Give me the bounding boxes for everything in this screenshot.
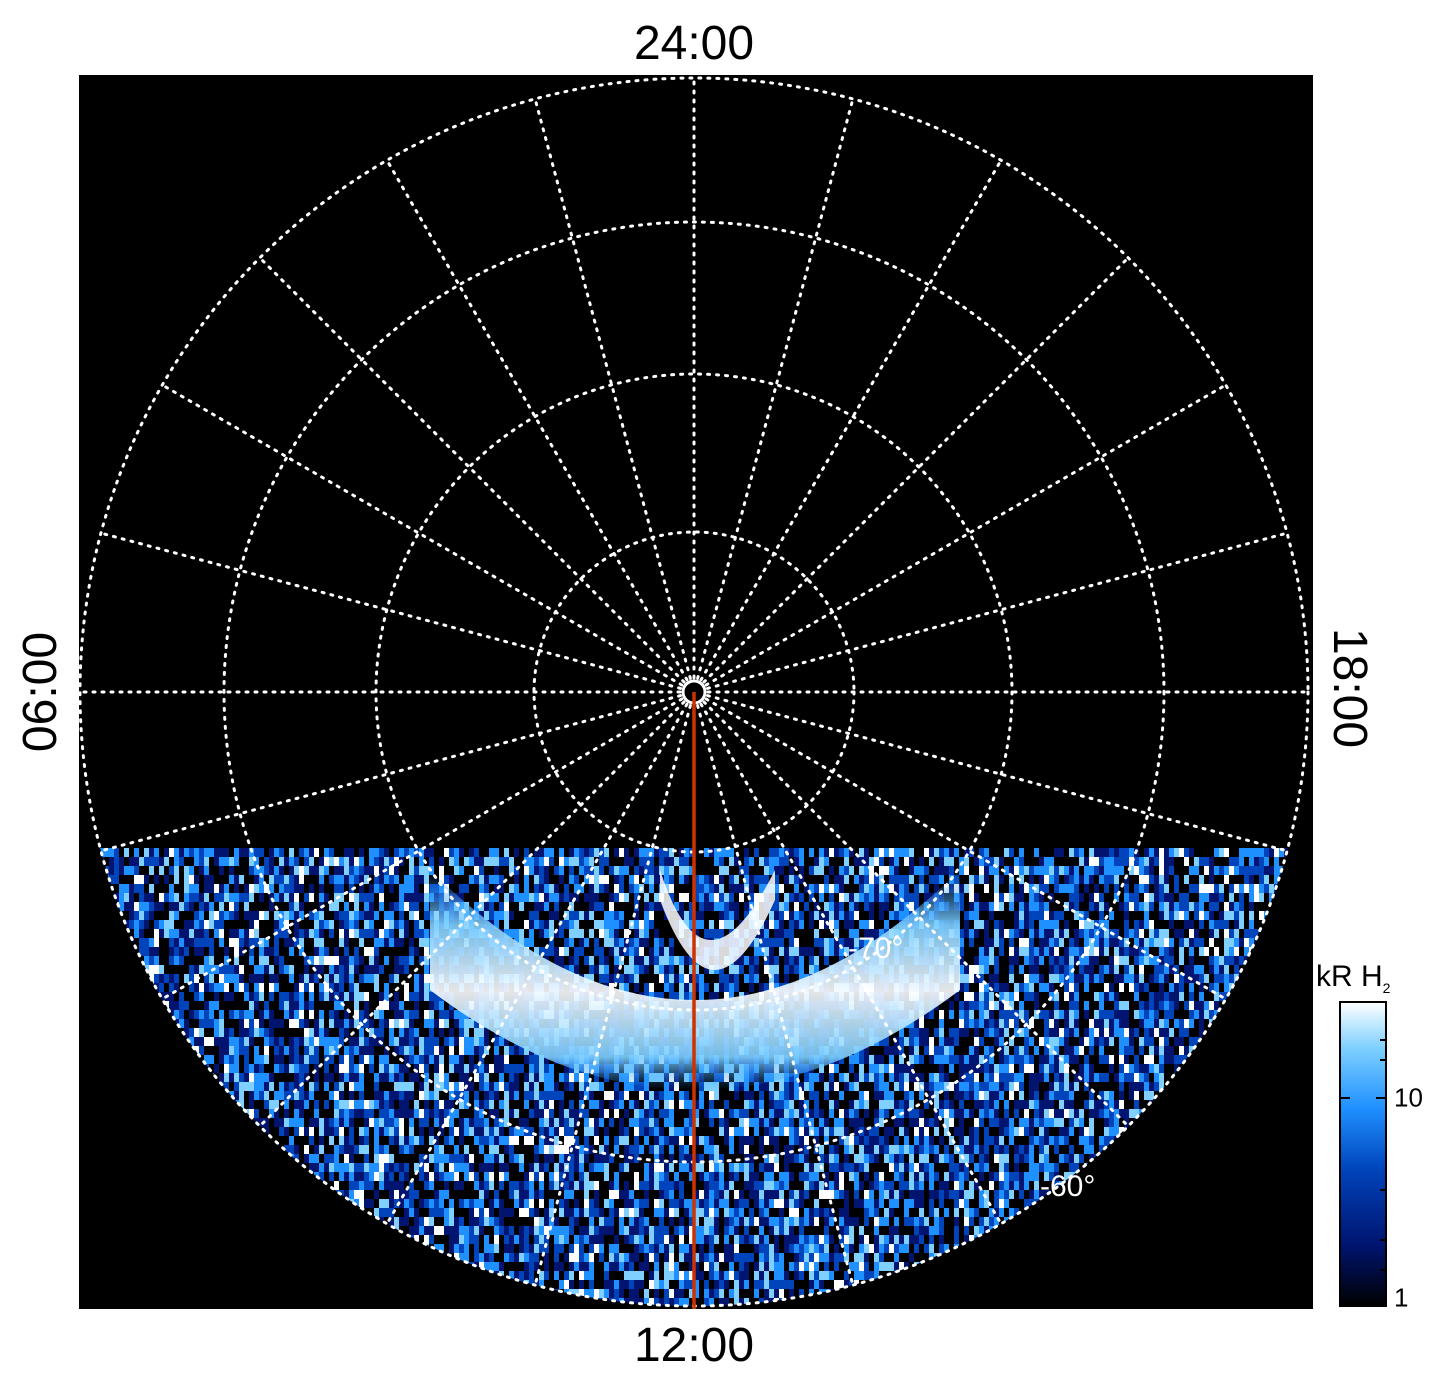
meridian-line	[533, 97, 692, 680]
local-time-label-left: 06:00	[14, 631, 67, 753]
meridian-line	[533, 704, 692, 1287]
meridian-lines	[78, 76, 1310, 1308]
meridian-line	[258, 256, 686, 684]
latitude-label-70: -70°	[848, 932, 903, 965]
main-auroral-oval	[430, 870, 960, 1090]
meridian-line	[696, 704, 855, 1287]
meridian-line	[99, 531, 682, 690]
colorbar-title-subscript: 2	[1382, 980, 1391, 996]
meridian-line	[704, 383, 1228, 687]
local-time-label-top: 24:00	[633, 17, 755, 70]
meridian-line	[385, 158, 689, 682]
meridian-line	[706, 694, 1289, 853]
colorbar-title-text: kR H	[1316, 960, 1383, 993]
meridian-line	[696, 97, 855, 680]
polar-grid	[78, 76, 1310, 1308]
auroral-arc-inner	[660, 870, 775, 970]
latitude-circle-2	[374, 372, 1014, 1012]
local-time-label-bottom: 12:00	[633, 1319, 755, 1372]
local-time-label-right: 18:00	[1323, 627, 1376, 749]
colorbar-ticks	[1340, 1039, 1386, 1271]
meridian-line	[699, 158, 1003, 682]
colorbar-tick-label-1: 1	[1394, 1282, 1409, 1313]
meridian-line	[385, 702, 689, 1226]
meridian-line	[699, 702, 1003, 1226]
latitude-label-60: -60°	[1040, 1170, 1095, 1203]
meridian-line	[704, 697, 1228, 1001]
meridian-line	[702, 256, 1130, 684]
colorbar-title: kR H2	[1316, 960, 1390, 996]
meridian-line	[99, 694, 682, 853]
meridian-line	[160, 697, 684, 1001]
colorbar	[1339, 1001, 1387, 1307]
meridian-line	[706, 531, 1289, 690]
meridian-line	[702, 700, 1130, 1128]
meridian-line	[160, 383, 684, 687]
meridian-line	[258, 700, 686, 1128]
colorbar-tick-label-10: 10	[1394, 1082, 1423, 1113]
